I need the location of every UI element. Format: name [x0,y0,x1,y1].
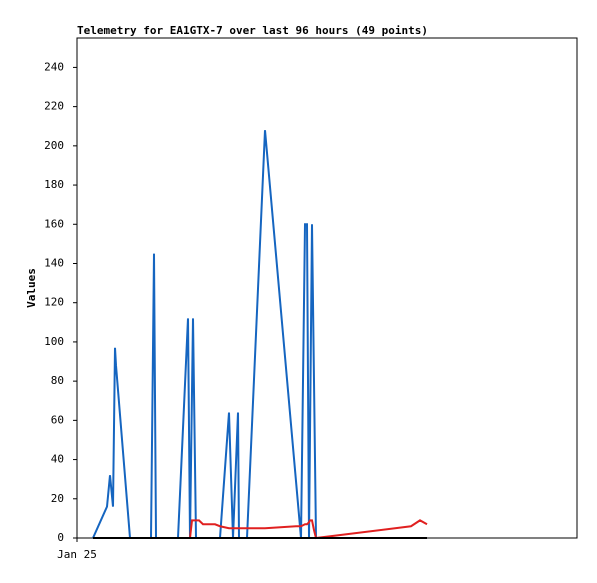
y-tick-label: 180 [44,178,64,191]
y-tick-label: 240 [44,60,64,73]
y-tick-label: 120 [44,296,64,309]
y-tick-label: 160 [44,217,64,230]
y-tick-label: 100 [44,335,64,348]
y-tick-label: 0 [57,531,64,544]
y-tick-label: 60 [51,413,64,426]
y-tick-label: 220 [44,100,64,113]
y-tick-label: 20 [51,492,64,505]
y-tick-label: 80 [51,374,64,387]
chart-title: Telemetry for EA1GTX-7 over last 96 hour… [77,24,428,37]
y-axis-label: Values [25,268,38,308]
series-line [189,519,428,540]
x-tick-label: Jan 25 [57,548,97,561]
y-tick-label: 40 [51,453,64,466]
series-line [92,130,317,539]
y-tick-label: 200 [44,139,64,152]
y-tick-label: 140 [44,256,64,269]
